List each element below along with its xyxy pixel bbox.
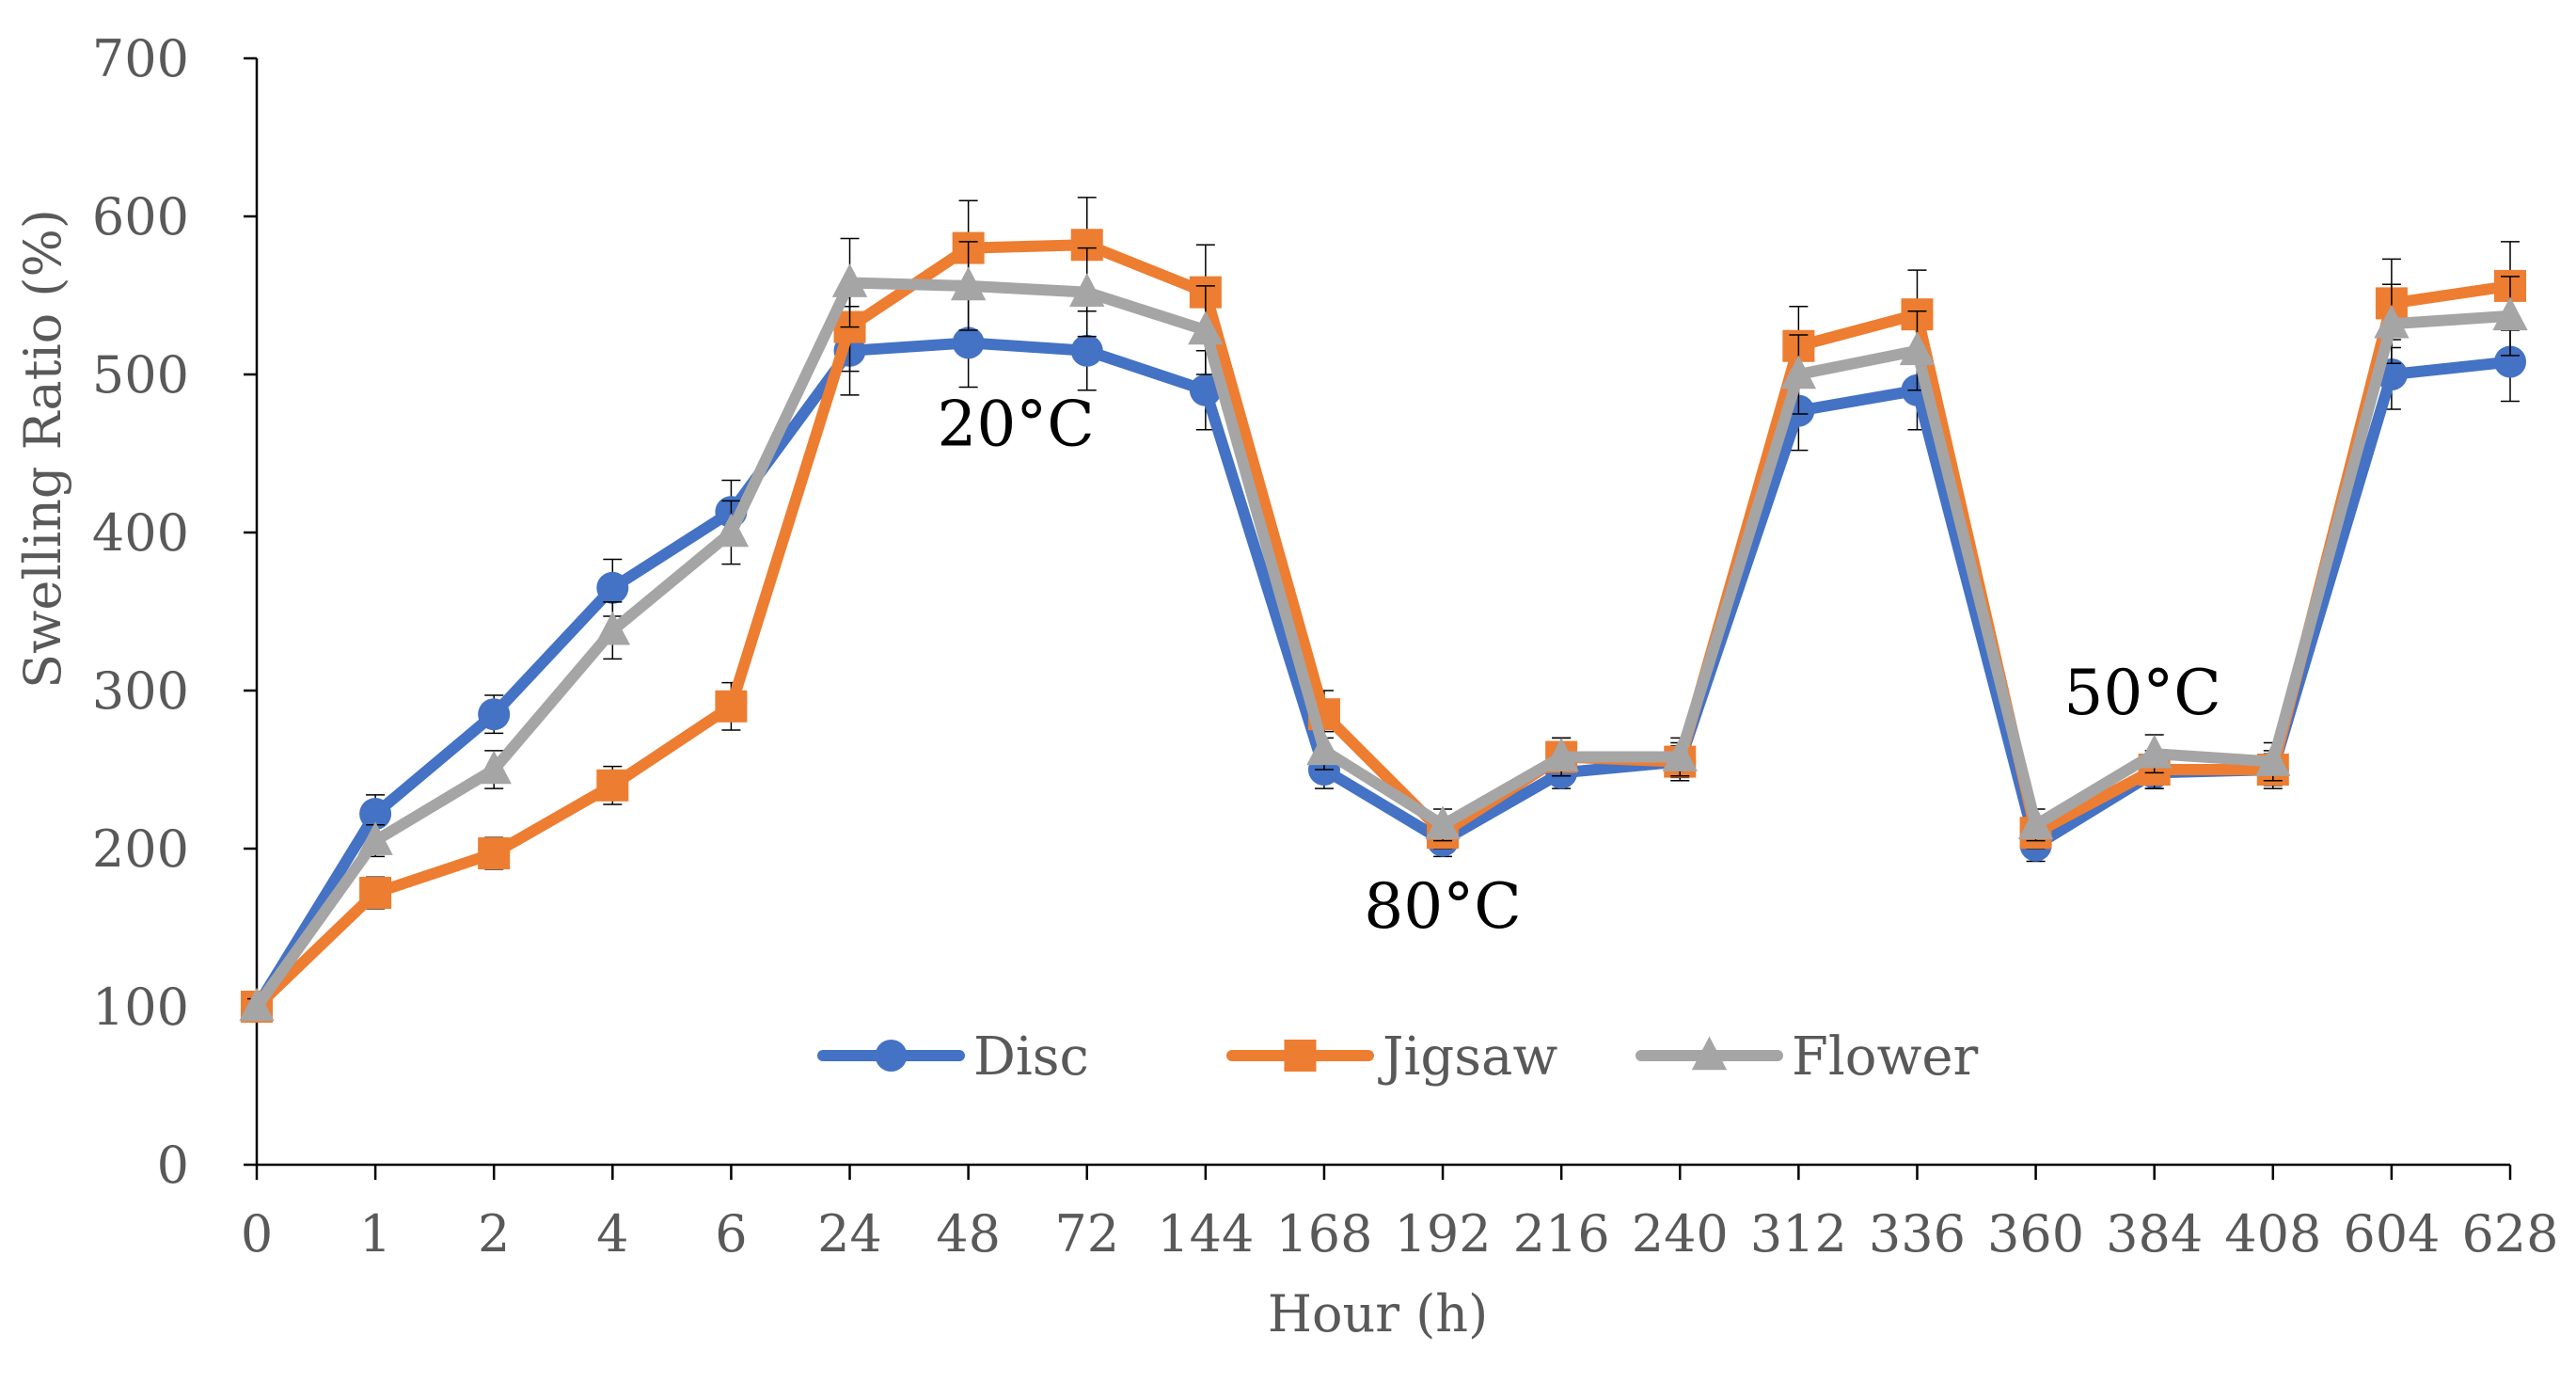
y-tick-label: 400 — [92, 503, 189, 563]
y-tick-label: 300 — [92, 661, 189, 721]
data-point-disc — [359, 798, 392, 831]
legend-label-flower: Flower — [1792, 1026, 1979, 1088]
x-tick-label: 216 — [1513, 1204, 1610, 1264]
data-point-flower — [1306, 731, 1342, 766]
data-point-flower — [357, 821, 393, 855]
x-tick-label: 192 — [1395, 1204, 1492, 1264]
data-point-flower — [476, 750, 512, 785]
x-tick-label: 312 — [1750, 1204, 1847, 1264]
data-point-flower — [2017, 805, 2054, 840]
x-axis-title: Hour (h) — [1268, 1284, 1488, 1343]
x-tick-label: 628 — [2461, 1204, 2558, 1264]
x-tick-label: 48 — [936, 1204, 1001, 1264]
temperature-annotation: 50°C — [2063, 657, 2220, 729]
y-axis-title: Swelling Ratio (%) — [13, 209, 72, 689]
data-point-disc — [596, 571, 629, 604]
legend-marker-disc — [875, 1040, 908, 1072]
data-point-flower — [1425, 805, 1461, 840]
y-tick-label: 200 — [92, 819, 189, 879]
data-point-jigsaw — [715, 690, 748, 723]
data-point-flower — [1662, 738, 1698, 771]
data-point-flower — [1069, 273, 1105, 307]
x-tick-label: 6 — [715, 1204, 747, 1264]
x-tick-label: 604 — [2343, 1204, 2440, 1264]
data-point-disc — [952, 326, 985, 359]
legend-item-disc: Disc — [817, 1026, 1089, 1088]
data-point-flower — [239, 987, 275, 1022]
series-line-flower — [251, 277, 2516, 1012]
x-tick-label: 408 — [2224, 1204, 2321, 1264]
y-tick-label: 500 — [92, 345, 189, 405]
data-point-flower — [1899, 331, 1936, 366]
legend-label-disc: Disc — [973, 1026, 1089, 1088]
x-tick-label: 144 — [1157, 1204, 1254, 1264]
y-tick-label: 100 — [92, 978, 189, 1037]
annotations: 20°C 80°C 50°C — [937, 389, 2220, 943]
x-tick-label: 168 — [1275, 1204, 1372, 1264]
data-point-disc — [2494, 345, 2526, 378]
legend-label-jigsaw: Jigsaw — [1378, 1026, 1557, 1088]
x-tick-label: 1 — [359, 1204, 391, 1264]
legend-item-jigsaw: Jigsaw — [1226, 1026, 1557, 1088]
data-point-flower — [2255, 742, 2291, 776]
temperature-annotation: 80°C — [1364, 870, 1521, 943]
x-tick-label: 4 — [596, 1204, 628, 1264]
data-point-flower — [594, 611, 631, 645]
legend-marker-flower — [1691, 1036, 1728, 1071]
x-tick-label: 360 — [1987, 1204, 2084, 1264]
y-tick-label: 700 — [92, 29, 189, 88]
x-tick-label: 240 — [1632, 1204, 1729, 1264]
data-point-disc — [1189, 374, 1222, 406]
data-point-flower — [1780, 355, 1817, 389]
data-point-disc — [478, 698, 511, 731]
series-line-jigsaw — [251, 239, 2516, 1012]
data-point-jigsaw — [359, 877, 392, 910]
legend-item-flower: Flower — [1636, 1026, 1979, 1088]
data-point-flower — [2136, 734, 2173, 769]
data-point-jigsaw — [478, 837, 511, 870]
data-point-flower — [831, 263, 868, 297]
x-tick-label: 336 — [1869, 1204, 1966, 1264]
temperature-annotation: 20°C — [937, 389, 1094, 461]
data-point-jigsaw — [596, 769, 629, 802]
x-tick-label: 24 — [817, 1204, 882, 1264]
data-point-flower — [2492, 296, 2528, 331]
x-tick-label: 2 — [478, 1204, 510, 1264]
x-tick-label: 72 — [1054, 1204, 1119, 1264]
data-point-flower — [2374, 304, 2410, 339]
series-layer — [239, 197, 2528, 1023]
x-tick-label: 384 — [2106, 1204, 2203, 1264]
data-point-flower — [713, 513, 750, 548]
data-point-flower — [1188, 310, 1224, 345]
series-jigsaw — [241, 197, 2526, 1023]
x-tick-label: 0 — [241, 1204, 273, 1264]
y-tick-label: 0 — [157, 1136, 189, 1195]
legend-marker-jigsaw — [1284, 1040, 1317, 1072]
legend: Disc Jigsaw Flower — [817, 1026, 1979, 1088]
y-tick-label: 600 — [92, 187, 189, 246]
series-flower — [239, 237, 2528, 1022]
data-point-disc — [1070, 334, 1103, 367]
data-point-flower — [1543, 738, 1579, 771]
data-point-flower — [950, 266, 987, 301]
